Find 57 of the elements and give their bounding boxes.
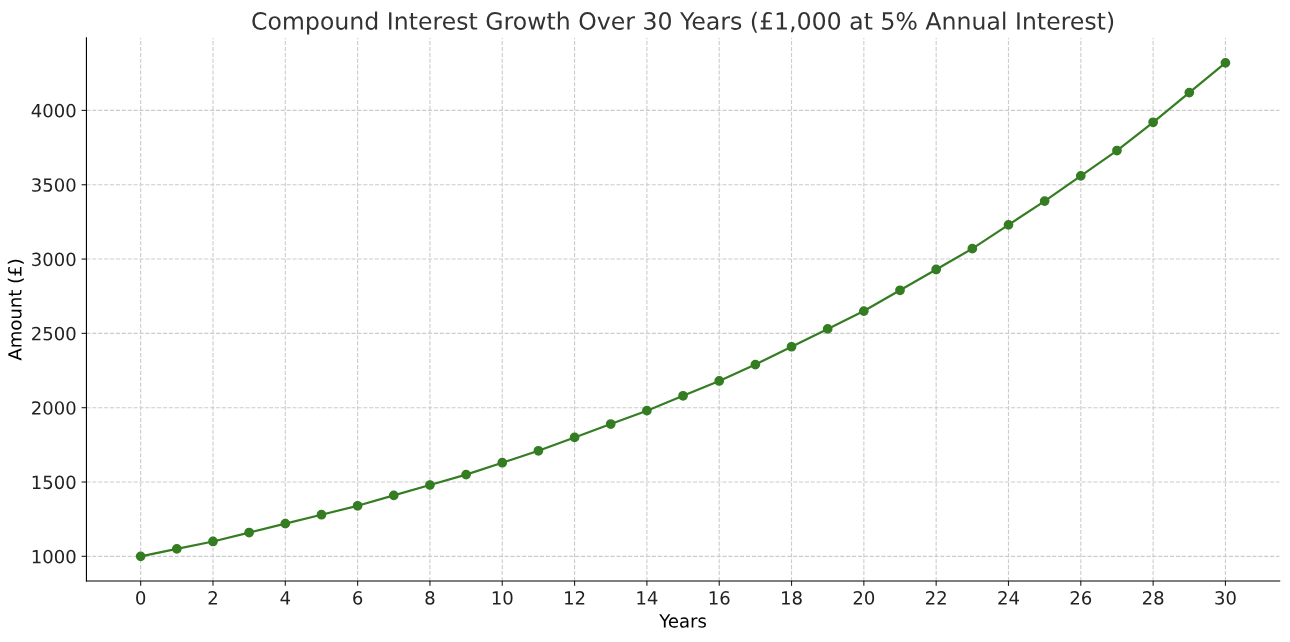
point: [1075, 170, 1086, 181]
x-tick-label: 8: [425, 591, 435, 605]
point: [967, 243, 978, 254]
point: [678, 390, 688, 401]
x-tick-label: 12: [565, 591, 585, 605]
point: [135, 551, 146, 562]
x-tick-label: 26: [1070, 591, 1092, 605]
y-tick-label: 1000: [32, 549, 76, 564]
x-tick-label: 6: [353, 591, 363, 605]
point: [822, 324, 833, 334]
point: [388, 490, 399, 501]
x-tick-label: 4: [280, 591, 291, 605]
x-tick-label: 24: [998, 591, 1019, 605]
point: [1148, 117, 1158, 128]
y-tick-label: 1500: [32, 475, 76, 490]
x-tick-label: 18: [782, 591, 802, 605]
x-tick-label: 30: [1215, 591, 1236, 605]
x-tick-label: 14: [637, 591, 658, 605]
point: [497, 457, 508, 468]
chart-title: Compound Interest Growth Over 30 Years (£1,000 at 5% Annual Interest): [252, 11, 1114, 35]
point: [352, 500, 363, 511]
x-tick-label: 28: [1142, 591, 1164, 605]
point: [316, 509, 327, 520]
point: [786, 341, 797, 352]
x-tick-label: 0: [136, 591, 146, 605]
point: [750, 359, 761, 370]
point: [533, 445, 544, 456]
point: [461, 469, 471, 480]
y-tick-label: 2500: [32, 326, 76, 341]
point: [280, 518, 291, 529]
point: [1184, 87, 1195, 98]
point: [858, 306, 869, 316]
y-tick-label: 4000: [31, 103, 76, 118]
point: [642, 405, 652, 416]
y-tick-label: 3500: [32, 178, 76, 192]
point: [208, 536, 218, 547]
y-tick-label: 3000: [32, 252, 76, 267]
point: [1220, 57, 1231, 68]
point: [425, 480, 435, 490]
x-tick-label: 2: [208, 591, 217, 605]
x-axis-title: Years: [659, 614, 706, 628]
y-tick-label: 2000: [32, 401, 76, 415]
point: [244, 527, 255, 538]
point: [714, 376, 725, 386]
point: [605, 419, 616, 429]
point: [1112, 145, 1122, 156]
point: [1039, 196, 1050, 206]
x-tick-label: 16: [709, 591, 730, 605]
point: [569, 432, 580, 443]
x-tick-label: 10: [492, 591, 513, 605]
point: [171, 544, 182, 554]
point: [1003, 220, 1014, 230]
y-axis-title: Amount (£): [7, 259, 24, 361]
x-tick-label: 20: [853, 591, 875, 605]
point: [931, 264, 942, 275]
x-tick-label: 22: [926, 591, 946, 605]
point: [895, 285, 905, 296]
